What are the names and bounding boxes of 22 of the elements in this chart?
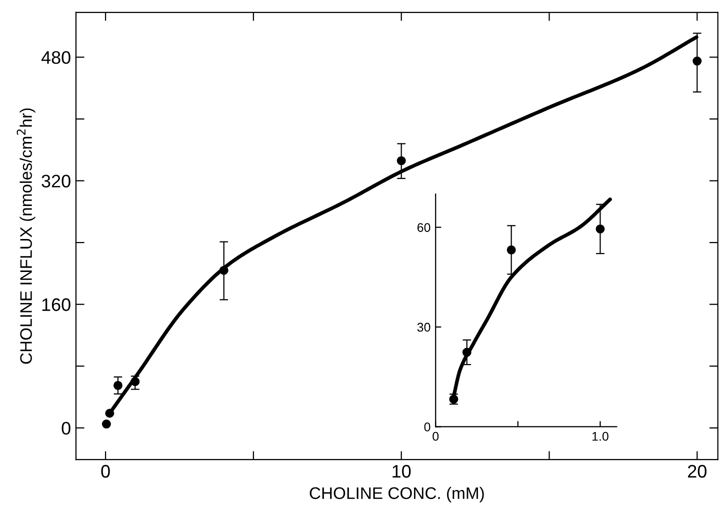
- point: [130, 377, 140, 386]
- point: [396, 156, 406, 166]
- point: [692, 56, 702, 66]
- y-tick-label: 60: [417, 223, 430, 232]
- point: [596, 224, 605, 234]
- x-tick-label: 10: [392, 464, 411, 478]
- y-tick-label: 0: [424, 422, 430, 432]
- point: [219, 266, 228, 275]
- y-tick-label: 480: [41, 51, 70, 64]
- x-tick-label: 1.0: [592, 432, 608, 441]
- point: [102, 420, 111, 429]
- x-tick-label: 20: [688, 464, 706, 478]
- y-axis-title: CHOLINE INFLUX (nmoles/cm$^{2}$hr): [16, 108, 36, 364]
- x-axis-title: CHOLINE CONC. (mM): [310, 486, 484, 502]
- x-tick-label: 0: [101, 464, 110, 478]
- point: [105, 408, 114, 418]
- point: [113, 380, 122, 390]
- y-tick-label: 30: [417, 322, 430, 332]
- point: [506, 245, 516, 254]
- point: [462, 348, 472, 357]
- y-tick-label: 320: [42, 174, 70, 188]
- y-tick-label: 160: [42, 298, 70, 312]
